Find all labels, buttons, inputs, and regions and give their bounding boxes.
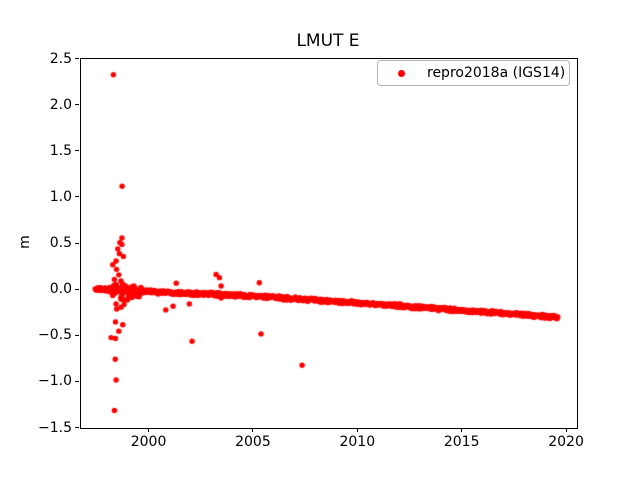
legend: repro2018a (IGS14) bbox=[377, 60, 570, 86]
y-tick-mark bbox=[75, 380, 79, 382]
y-tick-label: −0.5 bbox=[38, 327, 72, 344]
x-tick-mark bbox=[148, 428, 150, 432]
chart-title: LMUT E bbox=[296, 31, 360, 51]
y-tick-label: 0.5 bbox=[49, 235, 72, 251]
plot-area bbox=[81, 59, 577, 428]
y-tick-label: −1.5 bbox=[38, 419, 72, 436]
y-tick-label: 2.5 bbox=[49, 50, 72, 67]
y-tick-mark bbox=[75, 150, 79, 152]
y-tick-mark bbox=[75, 427, 79, 428]
y-tick-label: 0.0 bbox=[49, 281, 72, 298]
x-tick-label: 2005 bbox=[235, 434, 271, 450]
y-tick-mark bbox=[75, 58, 79, 59]
x-tick-mark bbox=[461, 428, 463, 432]
legend-marker-dot bbox=[398, 69, 405, 77]
x-tick-label: 2015 bbox=[443, 434, 480, 450]
y-tick-mark bbox=[75, 104, 79, 106]
y-tick-mark bbox=[75, 242, 79, 244]
x-tick-mark bbox=[356, 428, 358, 432]
x-tick-label: 2020 bbox=[548, 434, 584, 450]
y-tick-mark bbox=[75, 288, 79, 290]
y-axis-label: m bbox=[17, 235, 33, 249]
y-tick-label: 1.0 bbox=[49, 188, 72, 205]
y-tick-mark bbox=[75, 334, 79, 336]
y-tick-label: −1.0 bbox=[38, 373, 72, 390]
axes-frame bbox=[80, 58, 578, 429]
x-tick-mark bbox=[252, 428, 254, 432]
x-tick-mark bbox=[565, 428, 567, 432]
y-tick-label: 2.0 bbox=[49, 96, 72, 113]
legend-label: repro2018a (IGS14) bbox=[427, 65, 566, 81]
x-tick-label: 2000 bbox=[130, 434, 167, 450]
x-tick-label: 2010 bbox=[339, 434, 376, 450]
y-tick-mark bbox=[75, 196, 79, 198]
y-tick-label: 1.5 bbox=[49, 142, 72, 159]
